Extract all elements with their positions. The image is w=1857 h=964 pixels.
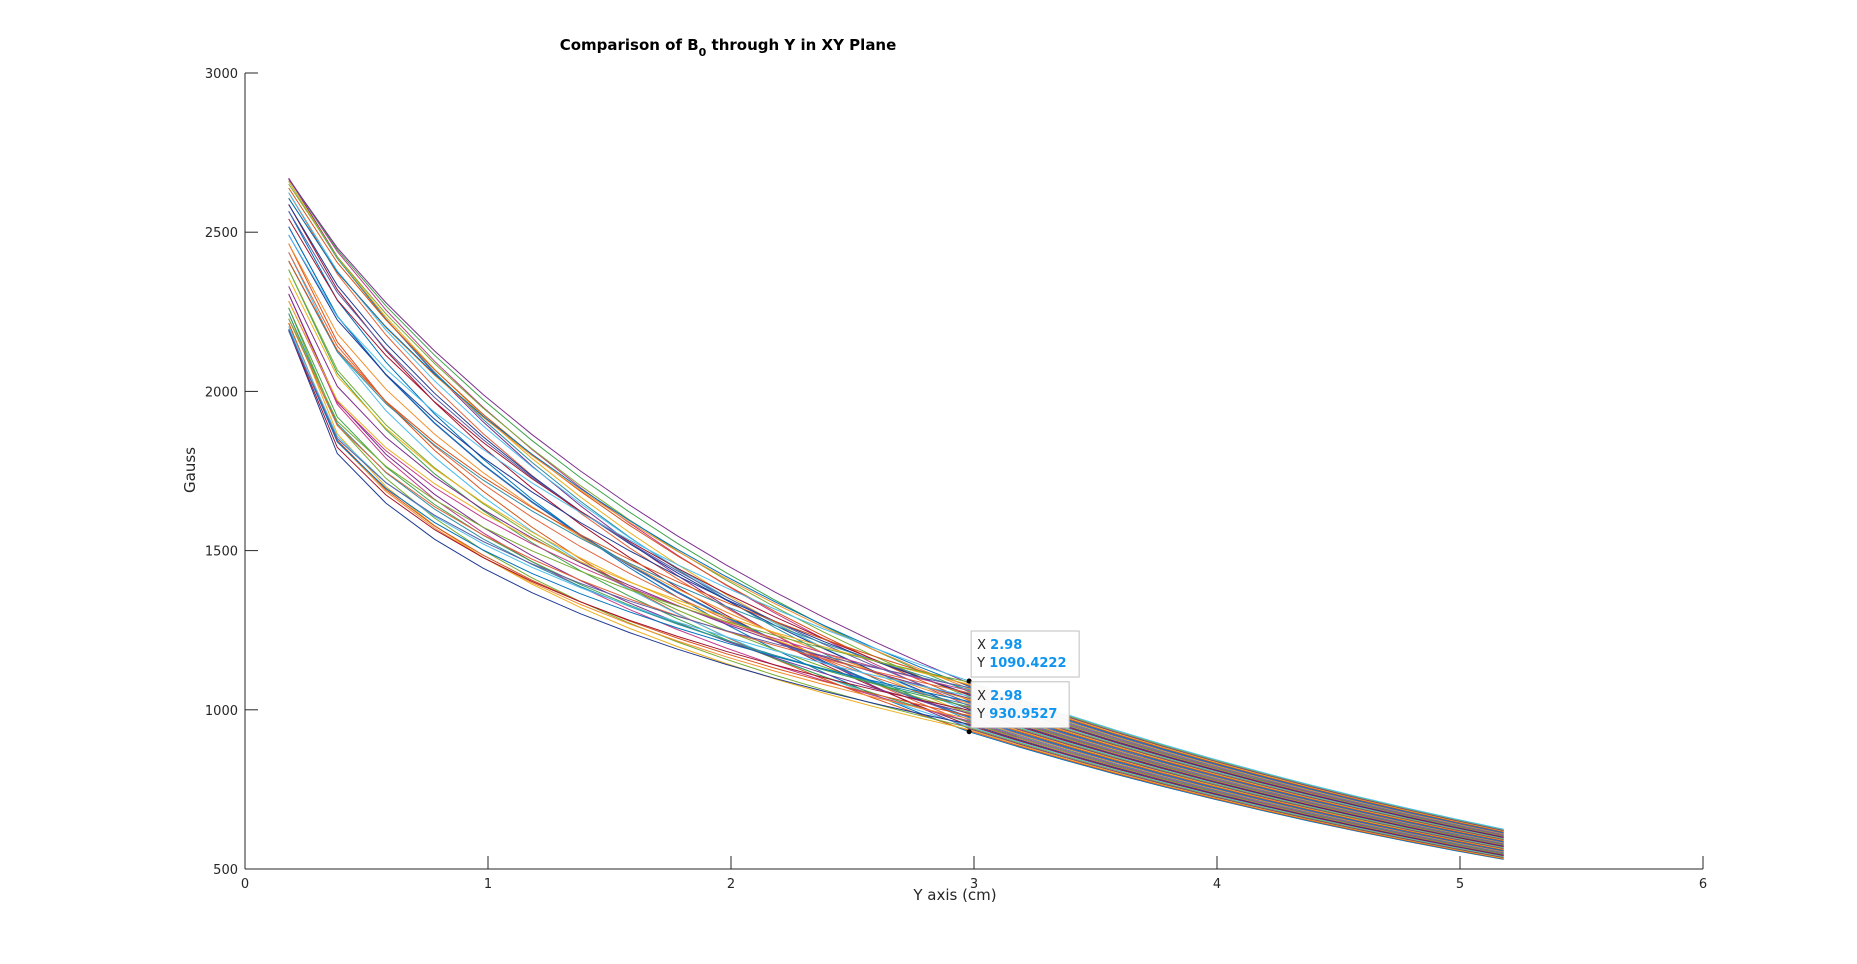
datatip-y-key: Y (976, 707, 989, 722)
y-tick-label: 1500 (205, 545, 238, 560)
series-line (288, 187, 1504, 842)
datatip-y-value: 930.9527 (989, 707, 1057, 722)
series-line (288, 218, 1504, 839)
series-line (288, 269, 1504, 855)
series-line (288, 330, 1504, 848)
series-line (288, 192, 1504, 848)
datatip-x-value: 2.98 (990, 638, 1022, 653)
datatip-x-row: X 2.98 (977, 689, 1022, 704)
series-line (288, 293, 1504, 854)
x-tick-label: 0 (241, 877, 249, 892)
y-tick-label: 2500 (205, 226, 238, 241)
y-tick-label: 500 (213, 863, 238, 878)
series-line (288, 197, 1504, 835)
axes: 0 1 2 3 4 5 6 500 1000 1500 2000 2500 3000 (205, 67, 1707, 892)
x-tick-label: 1 (484, 877, 492, 892)
datatip-x-key: X (977, 638, 990, 653)
series-line (288, 260, 1504, 833)
series-line (288, 243, 1504, 844)
series-line (288, 330, 1504, 856)
chart-title: Comparison of B0 through Y in XY Plane (560, 36, 897, 59)
y-tick-label: 2000 (205, 385, 238, 400)
datatip[interactable]: X 2.98Y 1090.4222 (966, 630, 1080, 684)
series-line (288, 211, 1504, 843)
chart-title-suffix: through Y in XY Plane (706, 36, 896, 54)
series-line (288, 322, 1504, 851)
datatip-y-row: Y 1090.4222 (976, 656, 1066, 671)
x-tick-label: 4 (1213, 877, 1221, 892)
series-line (288, 234, 1504, 838)
x-tick-label: 6 (1699, 877, 1707, 892)
series-line (288, 269, 1504, 849)
series-line (288, 192, 1504, 855)
datatip[interactable]: X 2.98Y 930.9527 (966, 681, 1070, 735)
datatip-y-key: Y (976, 656, 989, 671)
datatip-x-key: X (977, 689, 990, 704)
datatip-box (970, 630, 1080, 678)
series-line (288, 198, 1504, 833)
series-line (288, 318, 1504, 837)
x-tick-label: 3 (970, 877, 978, 892)
datatip-x-row: X 2.98 (977, 638, 1022, 653)
y-tick-label: 1000 (205, 704, 238, 719)
x-axis-label: Y axis (cm) (912, 886, 996, 904)
y-axis-label: Gauss (181, 447, 199, 493)
series-line (288, 260, 1504, 835)
series-line (288, 328, 1504, 842)
x-tick-label: 5 (1456, 877, 1464, 892)
chart-title-subscript: 0 (699, 46, 707, 59)
series-line (288, 211, 1504, 860)
series-line (288, 286, 1504, 840)
series-line (288, 204, 1504, 857)
datatip-box (970, 681, 1070, 729)
datatip-y-value: 1090.4222 (989, 656, 1066, 671)
datatip-x-value: 2.98 (990, 689, 1022, 704)
series-line (288, 307, 1504, 846)
series-line (288, 252, 1504, 846)
series-line (288, 307, 1504, 858)
series-line (288, 178, 1504, 837)
series-line (288, 330, 1504, 834)
series-line (288, 243, 1504, 860)
series-line (288, 234, 1504, 830)
plot-lines (288, 177, 1504, 860)
datatip-y-row: Y 930.9527 (976, 707, 1057, 722)
datatip-marker (966, 678, 972, 684)
series-line (288, 180, 1504, 853)
series-line (288, 318, 1504, 831)
series-line (288, 226, 1504, 852)
series-line (288, 326, 1504, 839)
x-tick-label: 2 (727, 877, 735, 892)
chart-title-prefix: Comparison of B (560, 36, 699, 54)
datatip-marker (966, 729, 972, 735)
y-tick-label: 3000 (205, 67, 238, 82)
series-line (288, 178, 1504, 831)
series-line (288, 313, 1504, 844)
